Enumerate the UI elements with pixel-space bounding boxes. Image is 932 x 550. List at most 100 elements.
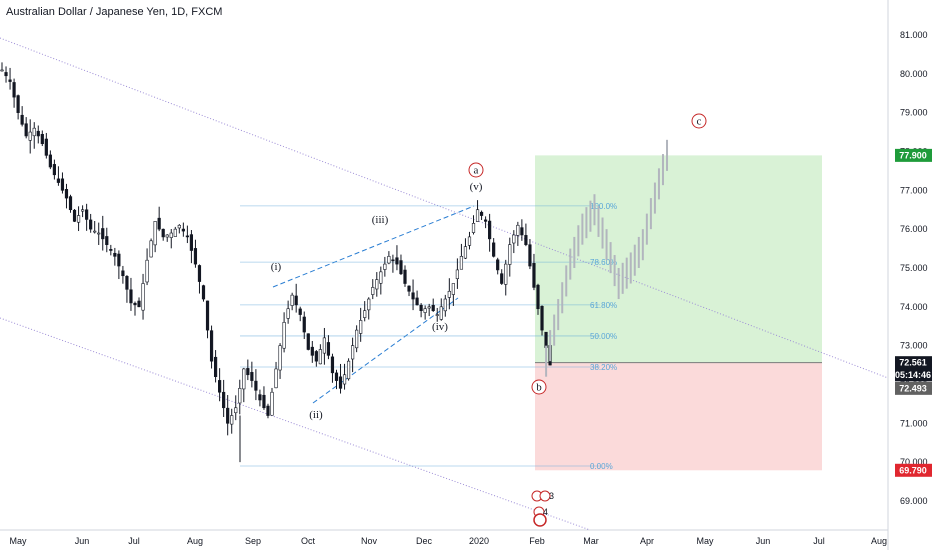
candle-body [12,82,16,98]
candle-body [149,240,153,258]
y-tick-label: 79.000 [900,108,928,118]
candle-body [346,360,351,380]
x-tick-label: Feb [529,536,545,546]
candle-body [117,253,121,267]
candle-body [109,249,113,251]
candle-body [395,257,399,265]
projection-bar [613,255,616,287]
candle-body [242,368,246,390]
projection-bar [641,229,644,261]
fib-level-label: 78.60% [590,258,617,267]
projection-bar [605,229,608,261]
candle-body [129,289,133,304]
projection-bar [633,244,636,276]
channel-upper-line [0,37,889,379]
candle-body [157,217,161,230]
candle-body [282,322,286,349]
channel-lower-line [0,317,591,531]
price-tag-bg [895,368,932,382]
y-tick-label: 81.000 [900,30,928,40]
price-tag-bg [895,148,932,162]
candle-body [121,270,125,277]
fib-level-label: 38.20% [590,363,617,372]
candle-body [496,259,500,271]
candle-body [133,302,137,306]
candle-body [294,295,298,306]
event-badge-icon [539,490,551,502]
projection-bar [561,282,564,314]
candle-body [302,316,306,333]
candle-body [471,223,476,233]
candle-body [508,244,512,265]
candle-body [504,263,508,285]
candle-body [137,300,141,308]
projection-bar [593,194,596,226]
y-tick-label: 70.000 [900,457,928,467]
candle-body [141,283,145,311]
candle-body [540,305,544,331]
projection-bar [609,242,612,274]
price-tag-bg [895,356,932,370]
candle-body [427,306,431,309]
candle-body [334,372,339,381]
price-tag: 05:14:46 [895,368,932,382]
price-tag: 77.900 [895,148,932,162]
candles-group [0,62,552,436]
projection-bar [573,236,576,268]
candle-body [189,234,194,251]
y-tick-label: 75.000 [900,263,928,273]
projection-bar [661,154,664,186]
candle-body [467,236,472,246]
wedge-upper-line [272,205,475,288]
projection-bar [557,299,560,331]
candle-body [355,329,359,349]
candle-body [28,131,32,141]
candle-body [419,304,423,311]
candle-body [399,260,403,275]
candle-body [24,123,28,137]
circle-label-text: a [474,165,479,177]
price-tag-label: 69.790 [899,465,927,475]
candle-body [197,265,202,282]
projection-bar [565,265,568,297]
candle-body [512,234,516,244]
candle-body [483,219,488,222]
candle-body [93,230,97,233]
candle-body [177,224,181,229]
candle-body [278,345,282,371]
y-tick-label: 77.000 [900,185,928,195]
candle-body [193,248,198,265]
x-tick-label: Jul [128,536,140,546]
candle-body [367,298,371,311]
candle-body [306,333,310,350]
projection-bar [621,262,624,294]
wave-label: (ii) [309,409,323,421]
x-tick-label: 2020 [469,536,489,546]
candle-body [8,79,12,82]
candle-body [274,368,278,389]
candle-body [423,308,427,313]
x-tick-label: Sep [245,536,261,546]
candle-body [32,127,36,137]
wedge-lower-line [312,297,459,404]
candle-body [246,368,250,376]
candle-body [266,405,270,416]
candle-body [60,178,65,191]
candle-body [435,314,439,316]
candle-body [318,349,322,365]
candle-body [326,342,331,356]
candle-body [262,394,266,409]
candle-body [322,337,327,354]
candle-body [411,292,415,300]
candle-body [181,228,185,232]
candle-body [379,271,383,284]
candle-body [286,308,290,319]
wave-label: (iv) [432,321,448,333]
projection-bar [549,330,552,362]
candle-body [391,259,395,262]
candle-body [165,234,169,238]
projection-bar [625,257,628,289]
projection-bar [585,207,588,239]
candle-body [40,133,44,145]
